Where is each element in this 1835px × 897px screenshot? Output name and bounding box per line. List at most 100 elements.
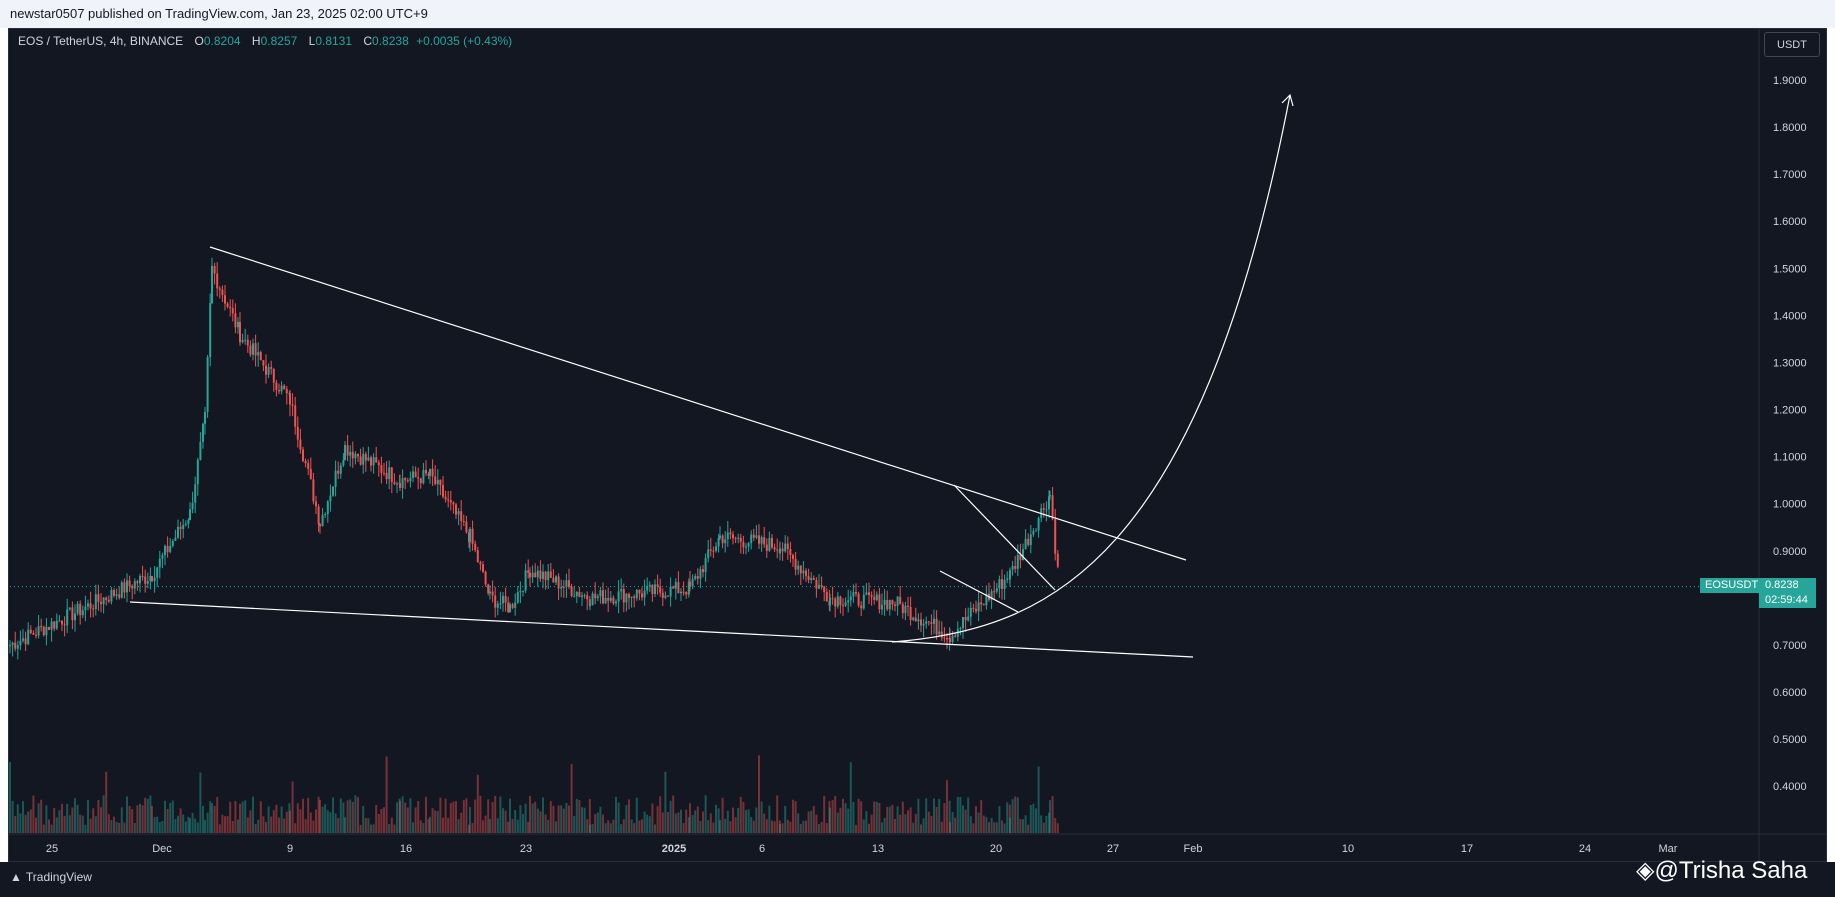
candle-body: [687, 581, 690, 595]
candle-body: [189, 509, 191, 521]
volume-bar: [815, 814, 818, 833]
candle-body: [272, 368, 275, 383]
candle-body: [894, 604, 896, 606]
candle-body: [491, 591, 494, 596]
candle-body: [465, 521, 468, 533]
volume-bar: [689, 803, 691, 833]
candle-body: [933, 618, 935, 624]
candle-body: [802, 570, 805, 574]
arrow-head-icon: [1281, 93, 1294, 107]
volume-bar: [291, 781, 294, 833]
volume-bar: [158, 822, 161, 833]
candle-body: [993, 591, 996, 593]
volume-bar: [401, 796, 404, 833]
volume-bar: [607, 820, 610, 833]
volume-bar: [100, 807, 102, 833]
wedge-lower-line[interactable]: [939, 570, 1019, 613]
volume-bar: [1006, 802, 1009, 833]
symbol-label[interactable]: EOS / TetherUS, 4h, BINANCE: [18, 34, 184, 48]
volume-bar: [267, 806, 270, 833]
volume-bar: [951, 811, 954, 833]
volume-bar: [721, 797, 724, 833]
volume-bar: [27, 811, 30, 833]
candle-body: [1048, 496, 1050, 510]
volume-bar: [964, 809, 967, 833]
candle-body: [342, 460, 345, 466]
candle-body: [494, 595, 497, 608]
candle-body: [76, 603, 79, 614]
volume-bar: [16, 804, 19, 833]
volume-bar: [444, 798, 447, 833]
candle-body: [651, 584, 654, 594]
candle-body: [196, 459, 199, 485]
volume-bar: [123, 822, 126, 833]
volume-bar: [707, 820, 710, 833]
price-tick-label: 1.2000: [1773, 405, 1807, 417]
candle-body: [234, 313, 237, 328]
currency-button[interactable]: USDT: [1764, 32, 1820, 57]
candle-body: [42, 626, 45, 636]
candle-body: [226, 303, 229, 307]
volume-bar: [511, 818, 514, 833]
volume-bar: [656, 806, 659, 833]
wedge-upper-line[interactable]: [953, 484, 1056, 591]
volume-bar: [784, 806, 787, 833]
candle-body: [326, 501, 329, 515]
volume-bar: [309, 812, 312, 833]
volume-bar: [161, 820, 164, 833]
time-tick-label: 17: [1461, 843, 1473, 855]
candle-body: [45, 626, 48, 636]
candle-body: [583, 595, 586, 597]
chart-frame[interactable]: [8, 28, 1827, 862]
volume-bar: [204, 819, 206, 833]
candle-body: [1022, 549, 1024, 561]
volume-bar: [364, 817, 367, 833]
upper-trendline[interactable]: [209, 246, 1187, 561]
volume-bar: [319, 800, 321, 833]
candle-body: [755, 535, 758, 538]
volume-bar: [226, 816, 229, 833]
candle-body: [721, 535, 724, 544]
volume-bar: [81, 815, 84, 833]
candle-body: [862, 594, 865, 609]
candle-body: [84, 606, 87, 611]
volume-bar: [398, 798, 401, 833]
volume-bar: [834, 795, 837, 833]
volume-bar: [771, 820, 773, 833]
volume-bar: [412, 822, 414, 833]
candle-body: [972, 607, 975, 609]
lower-trendline[interactable]: [129, 601, 1194, 658]
volume-bar: [842, 798, 844, 833]
candle-body: [118, 594, 121, 598]
price-tick-label: 1.0000: [1773, 499, 1807, 511]
candle-body: [656, 584, 659, 587]
volume-bar: [465, 798, 468, 833]
candle-body: [575, 591, 578, 596]
volume-bar: [50, 824, 53, 833]
volume-bar: [76, 804, 79, 833]
volume-bar: [390, 817, 393, 833]
candle-body: [304, 461, 307, 464]
volume-bar: [388, 824, 391, 833]
volume-bar: [998, 806, 1001, 833]
candle-body: [469, 528, 471, 543]
volume-bar: [752, 820, 755, 833]
candle-body: [61, 620, 63, 625]
volume-bar: [750, 817, 753, 833]
volume-bar: [591, 823, 594, 833]
volume-bar: [672, 795, 675, 833]
candle-body: [24, 638, 27, 645]
volume-bar: [283, 818, 286, 833]
parabolic-projection[interactable]: [891, 94, 1291, 643]
volume-bar: [202, 805, 204, 833]
candle-body: [50, 621, 53, 630]
volume-bar: [664, 771, 667, 833]
candle-body: [975, 608, 977, 612]
candle-body: [149, 575, 152, 581]
volume-bar: [71, 807, 74, 833]
volume-bar: [87, 800, 89, 833]
candle-body: [747, 543, 750, 547]
volume-bar: [529, 795, 531, 833]
volume-bar: [234, 801, 237, 833]
